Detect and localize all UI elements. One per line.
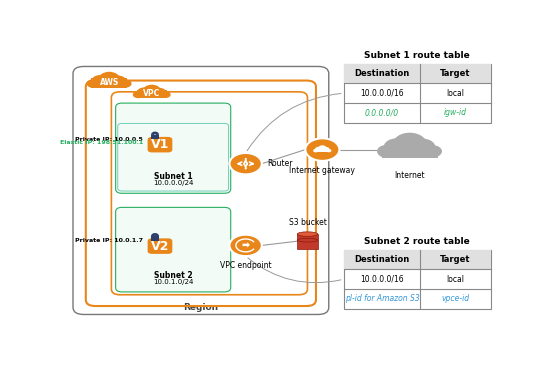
- Text: ➡: ➡: [241, 240, 250, 250]
- Ellipse shape: [297, 232, 318, 236]
- Text: Internet: Internet: [394, 171, 425, 180]
- Text: Router: Router: [267, 159, 293, 168]
- Text: 10.0.1.0/24: 10.0.1.0/24: [153, 279, 194, 285]
- Text: Private IP: 10.0.1.7: Private IP: 10.0.1.7: [75, 238, 144, 243]
- Text: Destination: Destination: [354, 255, 410, 264]
- Circle shape: [377, 145, 397, 158]
- Text: V2: V2: [151, 240, 169, 253]
- Bar: [344, 250, 491, 309]
- Circle shape: [410, 139, 436, 156]
- Circle shape: [229, 153, 262, 175]
- Text: Subnet 2 route table: Subnet 2 route table: [364, 237, 470, 246]
- Text: local: local: [447, 275, 464, 284]
- Bar: [316, 149, 329, 152]
- Circle shape: [137, 87, 152, 97]
- Text: Subnet 1 route table: Subnet 1 route table: [364, 51, 470, 60]
- Text: S3 bucket: S3 bucket: [289, 217, 326, 227]
- Text: Internet gateway: Internet gateway: [289, 166, 355, 175]
- Text: Target: Target: [440, 255, 471, 264]
- Circle shape: [86, 79, 100, 88]
- Text: 0.0.0.0/0: 0.0.0.0/0: [365, 108, 399, 117]
- Circle shape: [161, 91, 170, 98]
- Circle shape: [305, 138, 339, 161]
- Text: VPC endpoint: VPC endpoint: [220, 261, 272, 270]
- Bar: [382, 147, 438, 158]
- Circle shape: [133, 91, 144, 98]
- Circle shape: [323, 147, 329, 151]
- Text: pl-id for Amazon S3: pl-id for Amazon S3: [344, 295, 419, 303]
- Text: Subnet 1: Subnet 1: [154, 172, 192, 182]
- Circle shape: [143, 85, 161, 96]
- Text: Target: Target: [440, 69, 471, 78]
- FancyBboxPatch shape: [147, 137, 172, 152]
- Text: igw-id: igw-id: [444, 108, 467, 117]
- Bar: [151, 135, 159, 139]
- Text: vpce-id: vpce-id: [442, 295, 470, 303]
- Text: 10.0.0.0/16: 10.0.0.0/16: [360, 89, 404, 98]
- Circle shape: [318, 145, 327, 151]
- Circle shape: [152, 88, 166, 97]
- Text: 10.0.0.0/24: 10.0.0.0/24: [153, 180, 194, 186]
- Circle shape: [326, 149, 332, 152]
- Text: Region: Region: [183, 303, 218, 312]
- Text: 10.0.0.0/16: 10.0.0.0/16: [188, 279, 231, 288]
- FancyBboxPatch shape: [147, 238, 172, 254]
- Bar: [344, 64, 491, 83]
- Circle shape: [384, 138, 410, 156]
- FancyBboxPatch shape: [116, 103, 231, 193]
- FancyBboxPatch shape: [116, 208, 231, 292]
- Circle shape: [98, 72, 120, 86]
- Text: local: local: [447, 89, 464, 98]
- Text: VPC: VPC: [199, 272, 219, 281]
- Bar: [91, 78, 127, 88]
- Text: V1: V1: [151, 138, 169, 151]
- Circle shape: [313, 149, 318, 152]
- Circle shape: [315, 147, 322, 152]
- Bar: [297, 234, 318, 249]
- Text: Elastic IP: 198.51.100.1: Elastic IP: 198.51.100.1: [60, 140, 144, 145]
- Circle shape: [229, 235, 262, 256]
- Circle shape: [91, 75, 109, 87]
- Text: VPC: VPC: [143, 89, 161, 98]
- Text: 10.0.0.0/16: 10.0.0.0/16: [360, 275, 404, 284]
- Text: AWS: AWS: [100, 78, 119, 87]
- Bar: [344, 64, 491, 123]
- Circle shape: [393, 133, 426, 155]
- Text: Subnet 2: Subnet 2: [154, 271, 192, 280]
- Circle shape: [119, 79, 131, 87]
- Text: Private IP: 10.0.0.5: Private IP: 10.0.0.5: [75, 137, 144, 142]
- Circle shape: [424, 145, 442, 157]
- Bar: [151, 236, 159, 240]
- Circle shape: [110, 75, 126, 86]
- Text: Destination: Destination: [354, 69, 410, 78]
- Bar: [137, 90, 167, 98]
- Bar: [344, 250, 491, 269]
